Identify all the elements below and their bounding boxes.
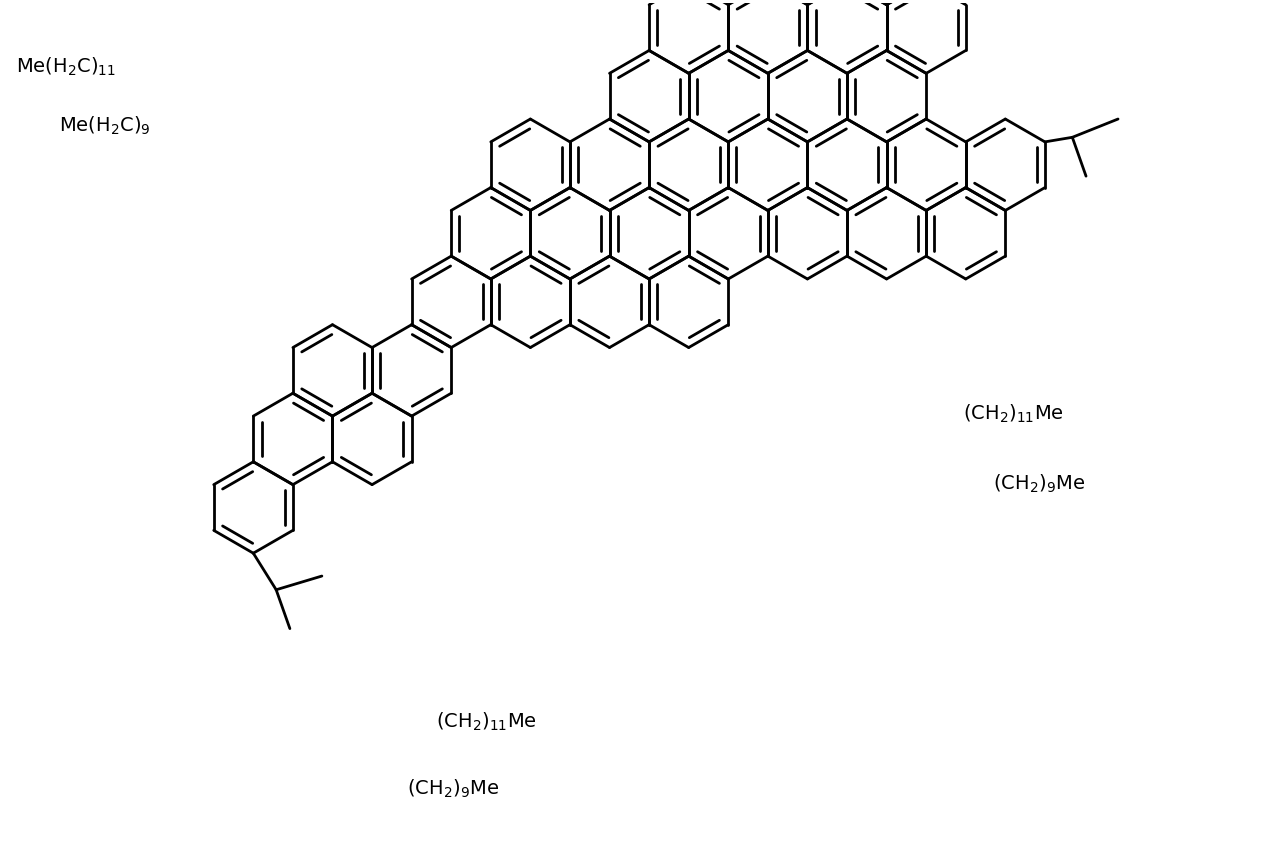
Text: Me(H$_2$C)$_{11}$: Me(H$_2$C)$_{11}$ [17,55,116,77]
Text: (CH$_2$)$_9$Me: (CH$_2$)$_9$Me [407,777,499,800]
Text: (CH$_2$)$_{11}$Me: (CH$_2$)$_{11}$Me [436,711,537,734]
Text: Me(H$_2$C)$_9$: Me(H$_2$C)$_9$ [59,115,150,137]
Text: (CH$_2$)$_{11}$Me: (CH$_2$)$_{11}$Me [963,403,1063,425]
Text: (CH$_2$)$_9$Me: (CH$_2$)$_9$Me [993,472,1085,495]
